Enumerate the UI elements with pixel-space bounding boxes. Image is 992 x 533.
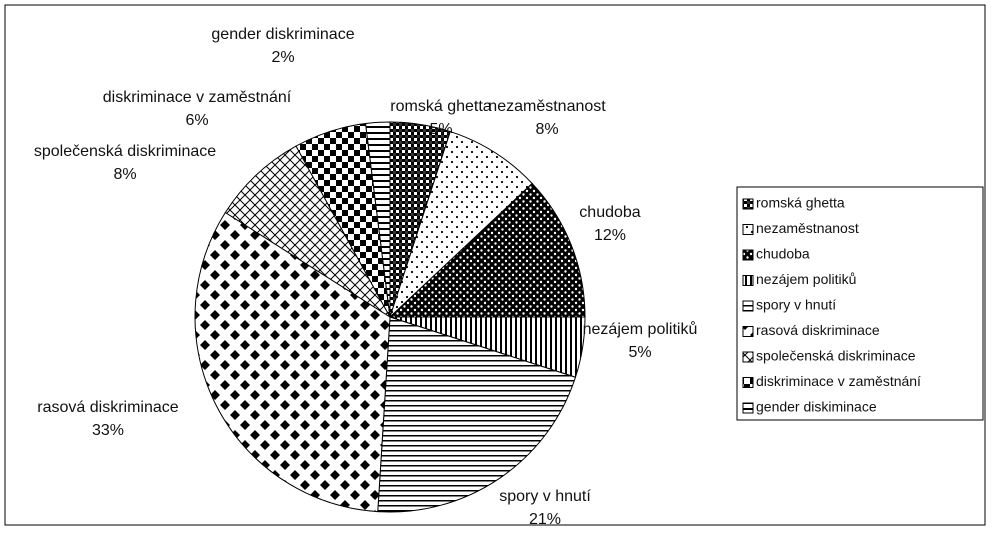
slice-label: diskriminace v zaměstnání [103,89,292,106]
slice-label: nezájem politiků [583,320,698,338]
legend-label: rasová diskriminace [756,322,880,338]
slice-label: gender diskriminace [211,26,354,43]
pie-slice [224,145,391,318]
legend-label: spory v hnutí [756,297,836,313]
legend-box [736,186,984,421]
legend-label: společenská diskriminace [756,348,916,364]
legend-swatch [742,198,754,210]
legend-label: gender diskiminace [756,399,877,415]
slice-value-label: 8% [113,166,136,183]
slice-label: chudoba [579,204,640,221]
slice-value-label: 12% [594,227,626,244]
pie-slice [377,316,577,513]
pie-slice [194,211,391,513]
legend-swatch [742,326,754,337]
pie-slice [388,182,586,318]
slice-label: romská ghetta [390,98,491,115]
frame [4,4,986,526]
slice-value-label: 8% [535,121,558,138]
legend-swatch [742,377,754,388]
legend-swatch [742,249,754,261]
pie-slice [389,130,533,318]
legend-label: chudoba [756,246,810,262]
slice-value-label: 5% [429,121,452,138]
legend-swatch [742,224,754,235]
slice-label: spory v hnutí [499,488,591,505]
slice-value-label: 21% [529,511,561,528]
legend-swatch [742,300,754,312]
legend-swatch [742,351,754,363]
legend: romská ghetta nezaměstnanost chudoba nezáje… [742,195,921,415]
pie-slice [365,121,391,318]
legend-label: romská ghetta [756,195,845,211]
slice-label: rasová diskriminace [37,399,178,416]
legend-label: nezájem politiků [756,271,856,287]
slice-label: společenská diskriminace [34,143,216,160]
legend-label: nezaměstnanost [756,220,859,236]
legend-swatch [742,275,754,286]
slice-value-label: 6% [185,112,208,129]
slice-value-label: 5% [628,344,651,361]
slice-label: nezaměstnanost [488,98,606,115]
legend-label: diskriminace v zaměstnání [756,373,921,389]
slice-value-label: 33% [92,422,124,439]
slice-value-label: 2% [271,49,294,66]
legend-swatch [742,402,754,414]
